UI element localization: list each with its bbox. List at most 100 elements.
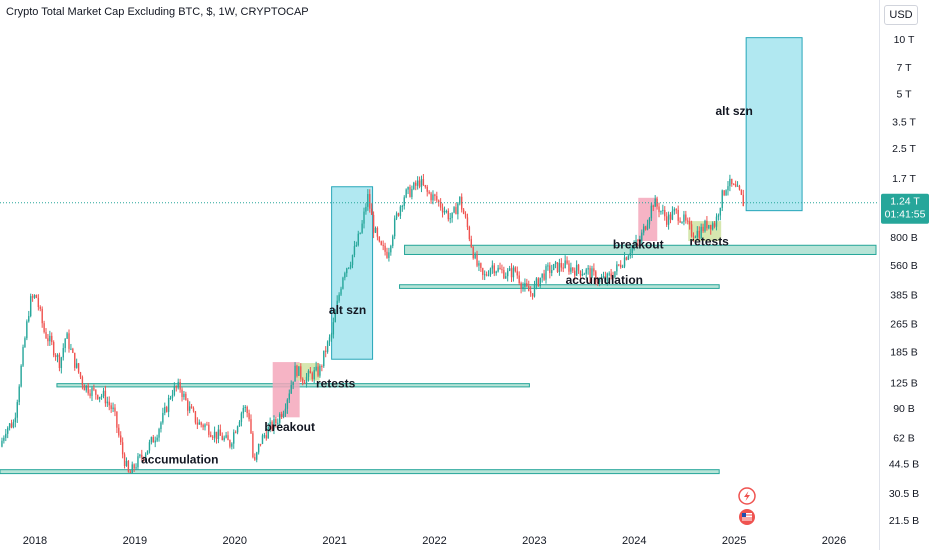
candle (361, 223, 363, 233)
candle (169, 397, 172, 399)
candle (129, 471, 132, 473)
candle (370, 208, 373, 215)
candle (282, 413, 285, 417)
candle (487, 275, 490, 277)
candle (83, 385, 86, 391)
currency-button[interactable]: USD (884, 5, 918, 25)
candle (545, 266, 547, 280)
candle (148, 442, 151, 451)
candle (505, 276, 507, 279)
candle (24, 338, 26, 348)
candle (641, 232, 643, 241)
candle (1, 440, 3, 447)
candle (261, 435, 264, 444)
candle (591, 268, 593, 278)
candle (225, 435, 227, 438)
candle (338, 294, 340, 301)
candle (731, 178, 733, 185)
candle (286, 399, 289, 409)
candle (710, 224, 712, 230)
candle (234, 432, 237, 434)
candle (323, 350, 325, 367)
candle (221, 435, 223, 441)
candle (725, 190, 727, 195)
candle (378, 236, 381, 242)
candle (441, 207, 444, 213)
time-axis[interactable]: 2018 2019 2020 2021 2022 2023 2024 2025 2026 (23, 535, 847, 547)
candle (290, 384, 292, 394)
candle (298, 366, 300, 376)
y-tick-label: 125 B (890, 377, 917, 389)
price-axis[interactable]: 21.5 B 30.5 B 44.5 B 62 B 90 B 125 B 185 B 265 … (889, 34, 919, 527)
candle (347, 267, 350, 269)
candle (658, 206, 660, 213)
candle (135, 467, 137, 469)
candle (696, 230, 699, 238)
candle (177, 381, 179, 388)
candle (711, 223, 714, 230)
candle (141, 454, 143, 458)
candle (483, 274, 486, 276)
candle (137, 456, 139, 468)
candle (171, 394, 174, 398)
candle (499, 267, 501, 270)
candle (531, 293, 534, 297)
candle (324, 350, 327, 352)
candle (380, 241, 382, 245)
boost-box (745, 37, 803, 212)
candle (74, 352, 76, 368)
candle (211, 436, 214, 438)
candle (156, 437, 158, 441)
candle (26, 321, 28, 339)
x-tick-label: 2020 (222, 535, 246, 547)
annotation-label: accumulation (566, 273, 643, 287)
candle (330, 334, 333, 338)
candle (300, 366, 302, 379)
flag-icon[interactable] (739, 509, 755, 525)
y-tick-label: 10 T (894, 34, 915, 46)
candle (175, 386, 177, 388)
candle (152, 437, 154, 443)
candle (464, 213, 467, 218)
candle (66, 333, 68, 339)
candle (694, 237, 697, 239)
candle (162, 412, 164, 423)
candle (334, 312, 336, 323)
candle (41, 308, 43, 324)
chart-annotations: accumulation breakout retests alt szn accumu… (141, 104, 753, 466)
candle (679, 220, 681, 223)
candle (112, 407, 114, 410)
candle (215, 431, 218, 440)
candle (311, 373, 313, 379)
candle (56, 354, 59, 358)
candle (393, 218, 396, 237)
candle (227, 435, 229, 441)
candle (246, 406, 248, 414)
candle (305, 376, 308, 384)
candle (702, 226, 704, 232)
candle (560, 262, 563, 268)
candle (401, 205, 404, 207)
candle (637, 240, 639, 242)
candle (181, 389, 183, 397)
candle (332, 322, 335, 335)
candle (10, 423, 13, 428)
candle (677, 209, 679, 221)
annotation-boxes (272, 37, 803, 418)
candle (671, 211, 674, 220)
candle (470, 239, 472, 248)
candle (602, 276, 605, 278)
candle (612, 276, 614, 278)
candle (374, 227, 377, 233)
lightning-icon[interactable] (738, 487, 756, 505)
candle (16, 402, 18, 418)
candle (213, 431, 216, 438)
candle (244, 406, 246, 408)
candle (552, 264, 555, 271)
candle (257, 443, 260, 453)
candle (690, 224, 693, 237)
annotation-label: accumulation (141, 452, 218, 466)
candle (397, 213, 400, 216)
candle (39, 307, 41, 309)
candle (629, 252, 631, 256)
